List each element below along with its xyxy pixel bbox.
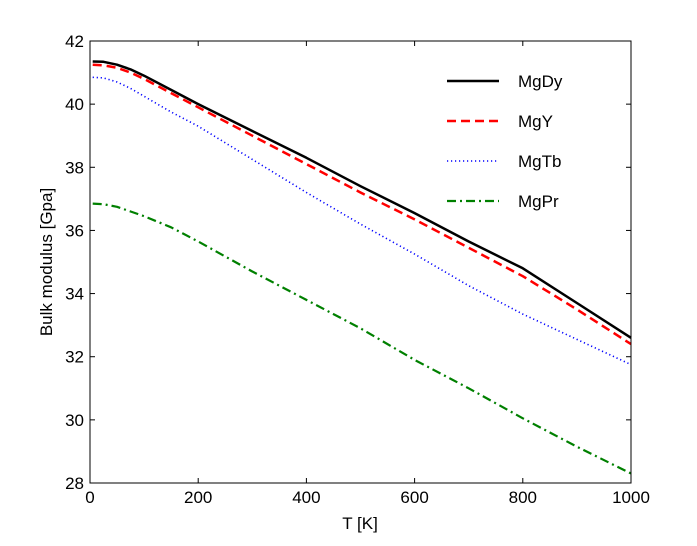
x-tick-label: 800 bbox=[509, 488, 537, 507]
plot-area bbox=[90, 41, 631, 483]
x-tick-label: 0 bbox=[85, 488, 94, 507]
y-tick-label: 34 bbox=[65, 285, 84, 304]
series-layer bbox=[92, 60, 632, 475]
x-tick-label: 200 bbox=[184, 488, 212, 507]
y-tick-label: 40 bbox=[65, 95, 84, 114]
y-tick-label: 30 bbox=[65, 411, 84, 430]
x-tick-label: 400 bbox=[292, 488, 320, 507]
series-line-mgdy bbox=[92, 60, 632, 339]
y-tick-label: 28 bbox=[65, 474, 84, 493]
y-axis-label: Bulk modulus [Gpa] bbox=[37, 188, 56, 336]
y-tick-label: 36 bbox=[65, 221, 84, 240]
legend: MgDy MgY MgTb MgPr bbox=[447, 72, 563, 211]
x-axis-label: T [K] bbox=[342, 514, 378, 533]
legend-label-mgpr: MgPr bbox=[518, 192, 559, 211]
series-line-mgy bbox=[92, 63, 632, 346]
legend-label-mgy: MgY bbox=[518, 112, 553, 131]
y-axis-ticks: 28 30 32 34 36 38 40 42 bbox=[65, 32, 631, 493]
x-axis-ticks: 0 200 400 600 800 1000 bbox=[85, 41, 650, 507]
y-tick-label: 32 bbox=[65, 348, 84, 367]
y-tick-label: 38 bbox=[65, 158, 84, 177]
series-line-mgtb bbox=[92, 76, 632, 366]
legend-label-mgdy: MgDy bbox=[518, 72, 563, 91]
x-tick-label: 600 bbox=[400, 488, 428, 507]
plot-frame bbox=[89, 40, 632, 484]
series-line-mgpr bbox=[92, 202, 632, 475]
y-tick-label: 42 bbox=[65, 32, 84, 51]
x-tick-label: 1000 bbox=[612, 488, 650, 507]
legend-label-mgtb: MgTb bbox=[518, 152, 561, 171]
